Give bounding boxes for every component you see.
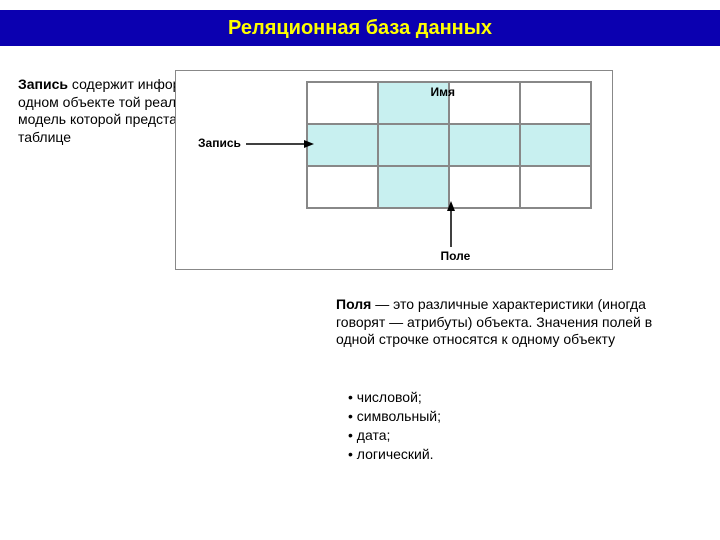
row-label: Запись bbox=[198, 136, 241, 150]
arrow-right-icon bbox=[246, 136, 316, 152]
field-type-item: символьный; bbox=[348, 407, 441, 426]
field-type-item: дата; bbox=[348, 426, 441, 445]
table-cell bbox=[449, 82, 520, 124]
field-label: Поле bbox=[441, 249, 471, 263]
arrow-up-icon bbox=[443, 201, 459, 249]
table-cell bbox=[520, 166, 591, 208]
column-header-label: Имя bbox=[431, 85, 456, 99]
table-cell bbox=[307, 166, 378, 208]
table-cell bbox=[449, 166, 520, 208]
table-cell bbox=[449, 124, 520, 166]
table-cell bbox=[307, 82, 378, 124]
table-cell bbox=[378, 166, 449, 208]
title-bar: Реляционная база данных bbox=[0, 10, 720, 46]
term-field: Поля bbox=[336, 296, 371, 312]
slide-page: Реляционная база данных Запись содержит … bbox=[0, 0, 720, 540]
table-cell bbox=[520, 124, 591, 166]
slide-title: Реляционная база данных bbox=[228, 17, 492, 40]
term-record: Запись bbox=[18, 76, 68, 92]
field-type-item: логический. bbox=[348, 445, 441, 464]
diagram-frame: Имя Запись Поле bbox=[175, 70, 613, 270]
table-cell bbox=[520, 82, 591, 124]
table-grid bbox=[306, 81, 592, 209]
table-cell bbox=[378, 124, 449, 166]
paragraph-field-body: — это различные характеристики (иногда г… bbox=[336, 296, 652, 347]
field-type-item: числовой; bbox=[348, 388, 441, 407]
table-cell bbox=[307, 124, 378, 166]
paragraph-field: Поля — это различные характеристики (ино… bbox=[336, 296, 666, 349]
field-types-list: числовой;символьный;дата;логический. bbox=[348, 388, 441, 464]
